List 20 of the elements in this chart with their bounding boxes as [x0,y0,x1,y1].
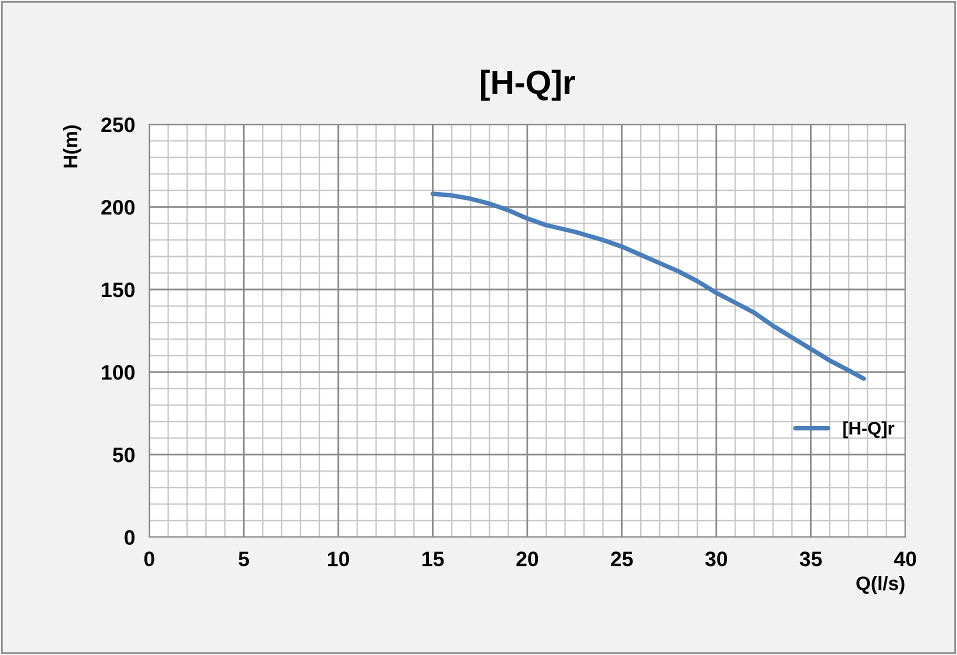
legend-label: [H-Q]r [843,421,894,438]
x-tick-label: 5 [238,552,250,566]
chart-title: [H-Q]r [481,70,575,101]
y-tick-label: 100 [102,365,135,380]
x-tick-label: 0 [144,552,154,566]
line-series [430,192,866,381]
y-tick-label: 0 [124,530,135,545]
y-tick-label: 250 [101,117,135,132]
y-tick-label: 200 [101,200,135,215]
x-tick-label: 25 [610,552,633,566]
x-tick-label: 40 [894,552,916,566]
x-axis-title: Q(l/s) [856,576,904,594]
y-tick-label: 50 [112,448,135,462]
y-axis-title: H(m) [63,125,82,168]
y-tick-label: 150 [102,282,135,298]
x-tick-label: 10 [328,552,350,566]
x-tick-label: 15 [422,552,444,566]
x-tick-label: 35 [800,552,822,566]
x-tick-label: 30 [705,552,728,566]
x-tick-label: 20 [516,552,538,566]
